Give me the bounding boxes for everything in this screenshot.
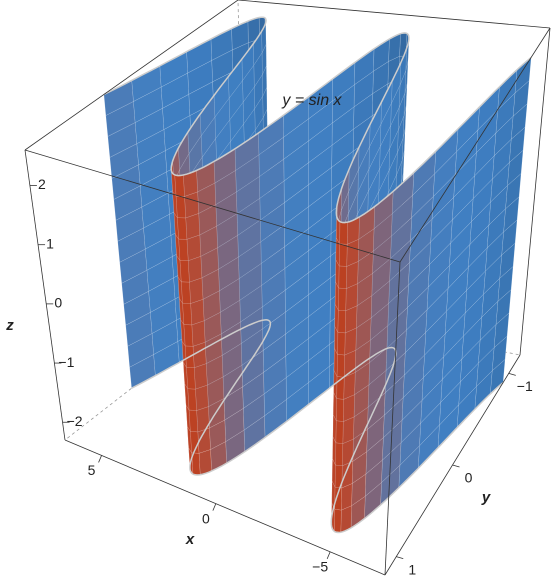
surface-cell — [335, 442, 344, 467]
tick-label: 1 — [46, 235, 54, 251]
annotation: y = sin x — [281, 92, 342, 109]
surface-cell — [175, 196, 186, 219]
box-edge — [64, 439, 386, 576]
box-edge — [399, 27, 551, 263]
tick-label: −1 — [58, 354, 74, 370]
tick-label: 0 — [202, 510, 210, 526]
tick-label: 0 — [54, 295, 62, 311]
box-edge — [519, 27, 551, 356]
surface-cell — [196, 406, 210, 433]
surface-cell — [192, 341, 207, 369]
surface-cell — [333, 508, 342, 533]
surface-cell — [183, 324, 194, 347]
tick-label: −5 — [312, 559, 328, 575]
tick-label: 1 — [408, 561, 416, 577]
y-axis-label: y — [481, 489, 491, 506]
surface-cell — [177, 217, 188, 240]
surface-edge — [103, 16, 532, 224]
tick-label: −2 — [67, 413, 83, 429]
surface-cell — [338, 243, 348, 267]
tick-mark — [452, 464, 460, 468]
z-axis-label: z — [5, 317, 14, 334]
tick-label: 0 — [465, 470, 473, 486]
tick-mark — [396, 556, 404, 560]
surface-cell — [338, 287, 347, 311]
box-edge — [24, 0, 239, 151]
surface-cell — [178, 238, 189, 261]
box-edge — [384, 261, 401, 576]
box-edge — [24, 149, 66, 441]
surface-cell — [336, 354, 345, 378]
surface-cell — [186, 367, 196, 390]
surface-cell — [188, 409, 199, 433]
surface-cell — [190, 298, 205, 326]
tick-mark — [326, 551, 331, 560]
x-axis-label: x — [185, 531, 195, 548]
surface-cell — [337, 309, 346, 334]
surface-cell — [338, 265, 347, 289]
surface-cell — [336, 398, 344, 422]
surface-cell — [339, 221, 348, 245]
surface-cell — [181, 281, 191, 304]
tick-label: −1 — [517, 378, 533, 394]
surface-cell — [193, 363, 208, 390]
surface-cell — [187, 388, 197, 411]
box-front: −2 −1 0 1 2 5 0 −5 −1 0 1 — [24, 0, 551, 577]
tick-mark — [212, 503, 217, 511]
surface-cell — [195, 384, 209, 411]
surface-cell — [191, 320, 206, 347]
box-edge — [24, 149, 401, 263]
surface-cell — [182, 302, 193, 326]
surface-cell — [198, 449, 212, 476]
box-edge — [237, 0, 551, 29]
tick-mark — [508, 372, 516, 376]
surface-cell — [337, 332, 346, 356]
tick-mark — [98, 455, 102, 463]
surface-cell — [174, 174, 185, 197]
surface — [103, 16, 532, 534]
surface-cell — [179, 260, 190, 283]
surface-cell — [335, 420, 344, 444]
tick-label: 5 — [88, 462, 96, 478]
surface-edge — [131, 319, 504, 534]
tick-label: 2 — [38, 176, 46, 192]
